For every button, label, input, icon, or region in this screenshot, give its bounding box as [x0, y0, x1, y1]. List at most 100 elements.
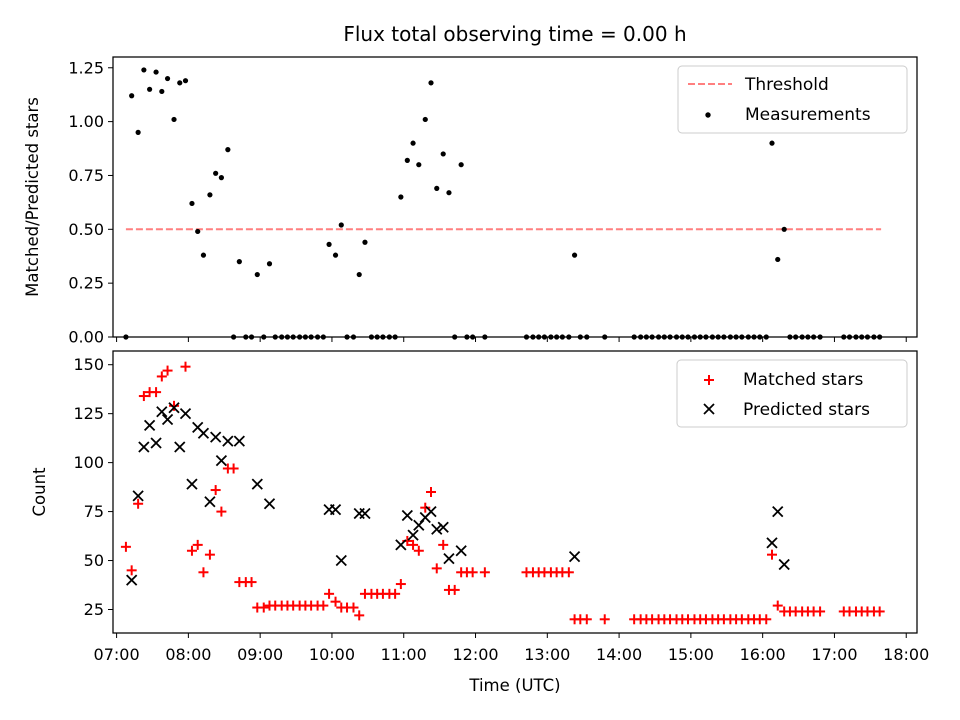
measurement-point: [182, 78, 189, 84]
count-legend: Matched stars Predicted stars: [676, 359, 908, 428]
legend-measurements-swatch: [705, 112, 711, 118]
predicted-star-marker: [251, 478, 263, 490]
ratio-panel: Flux total observing time = 0.00 h Match…: [23, 22, 918, 347]
predicted-star-marker: [138, 441, 150, 453]
count-x-tick-label: 07:00: [94, 645, 140, 664]
count-markers-layer: [120, 361, 885, 625]
ratio-plot-frame: [112, 56, 918, 338]
count-x-axis-label: Time (UTC): [468, 676, 560, 695]
matched-star-marker: [151, 387, 162, 398]
measurement-point: [236, 259, 242, 265]
count-x-tick-label: 13:00: [524, 645, 570, 664]
matched-star-marker: [874, 606, 885, 617]
predicted-star-marker: [150, 437, 162, 449]
predicted-star-marker: [413, 519, 425, 531]
count-x-tick-label: 16:00: [740, 645, 786, 664]
measurement-point: [153, 69, 159, 75]
matched-star-marker: [258, 602, 269, 613]
predicted-star-marker: [233, 435, 245, 447]
predicted-star-marker: [204, 496, 216, 508]
ratio-y-tick-label: 0.00: [68, 328, 104, 347]
matched-star-marker: [169, 400, 180, 411]
count-plot-frame: [112, 350, 918, 634]
matched-star-marker: [138, 391, 149, 402]
matched-star-marker: [192, 539, 203, 550]
measurement-point: [195, 228, 201, 235]
measurement-point: [141, 67, 147, 73]
measurement-point: [446, 190, 452, 196]
predicted-star-marker: [126, 574, 138, 586]
measurement-point: [200, 252, 207, 258]
measurement-point: [218, 175, 224, 181]
measurement-point: [404, 157, 410, 163]
ratio-chart-title: Flux total observing time = 0.00 h: [343, 22, 686, 46]
ratio-legend: Threshold Measurements: [677, 65, 908, 134]
predicted-star-marker: [425, 505, 437, 518]
legend-matched-swatch: [704, 375, 714, 385]
predicted-star-marker: [778, 558, 790, 571]
measurement-point: [254, 271, 260, 278]
matched-star-marker: [156, 371, 167, 382]
measurement-point: [135, 129, 141, 135]
measurement-point: [338, 222, 344, 228]
ratio-y-tick-label: 0.25: [68, 274, 104, 293]
matched-star-marker: [426, 487, 437, 497]
predicted-star-marker: [437, 521, 449, 533]
matched-star-marker: [228, 463, 239, 474]
ratio-y-tick-label: 0.50: [68, 220, 104, 239]
measurement-point: [213, 170, 219, 176]
predicted-star-marker: [174, 441, 186, 453]
matched-star-marker: [815, 606, 826, 617]
predicted-star-marker: [431, 523, 443, 535]
matched-star-marker: [162, 365, 173, 376]
predicted-star-marker: [186, 478, 198, 490]
ratio-y-tick-label: 1.00: [68, 112, 104, 131]
measurement-point: [189, 200, 195, 207]
predicted-star-marker: [210, 431, 222, 443]
predicted-star-marker: [161, 413, 174, 426]
count-y-tick-label: 50: [84, 551, 104, 570]
count-x-tick-label: 08:00: [165, 645, 211, 664]
predicted-star-marker: [168, 402, 180, 414]
matched-star-marker: [390, 588, 401, 599]
measurement-point: [398, 194, 404, 200]
measurement-point: [428, 80, 434, 86]
matched-star-marker: [126, 565, 137, 576]
matched-star-marker: [431, 563, 442, 574]
count-x-tick-label: 14:00: [596, 645, 642, 664]
matched-star-marker: [766, 549, 777, 560]
ratio-y-axis-label: Matched/Predicted stars: [23, 97, 42, 297]
count-y-tick-label: 125: [73, 404, 104, 423]
count-x-tick-label: 11:00: [381, 645, 427, 664]
legend-measurements-label: Measurements: [745, 105, 871, 125]
matched-star-marker: [449, 584, 460, 595]
measurement-point: [434, 185, 440, 191]
matched-star-marker: [246, 577, 257, 588]
measurement-point: [171, 116, 177, 123]
count-x-tick-label: 09:00: [237, 645, 283, 664]
matched-star-marker: [198, 567, 209, 578]
legend-matched-label: Matched stars: [743, 370, 863, 390]
count-legend-box: [676, 359, 908, 428]
predicted-star-marker: [407, 529, 419, 541]
measurement-point: [326, 241, 332, 247]
matched-star-marker: [348, 602, 359, 613]
matched-star-marker: [413, 545, 424, 556]
count-y-tick-label: 150: [73, 355, 104, 374]
predicted-star-marker: [222, 435, 234, 447]
predicted-star-marker: [335, 554, 347, 567]
matched-star-marker: [180, 361, 191, 372]
matched-star-marker: [438, 539, 449, 550]
predicted-star-marker: [132, 490, 144, 502]
measurement-point: [177, 80, 183, 86]
measurement-point: [775, 256, 781, 263]
matched-star-marker: [204, 549, 215, 560]
matched-star-marker: [467, 567, 478, 578]
measurement-point: [164, 75, 171, 82]
matched-star-marker: [133, 498, 144, 509]
predicted-star-marker: [143, 419, 156, 432]
matched-star-marker: [120, 541, 131, 552]
matched-star-marker: [216, 506, 227, 517]
measurement-point: [147, 86, 153, 92]
predicted-star-marker: [766, 537, 778, 549]
